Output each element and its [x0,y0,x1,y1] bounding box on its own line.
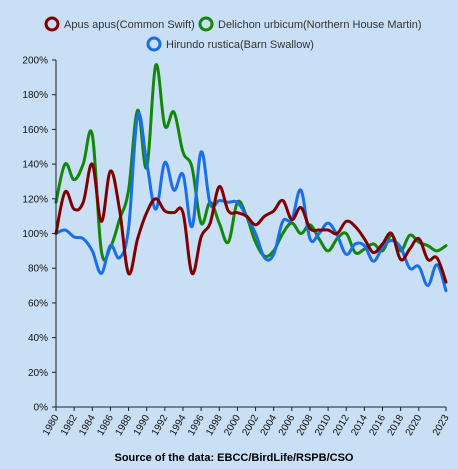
x-tick-label: 1982 [59,413,80,438]
legend-marker [198,16,214,32]
x-tick-label: 1992 [150,413,171,438]
source-note: Source of the data: EBCC/BirdLife/RSPB/C… [115,452,354,464]
x-tick-label: 1996 [186,413,207,438]
x-axis: 1980198219841986198819901992199419961998… [41,407,452,438]
legend-marker [146,36,162,52]
series-line-1 [54,63,448,262]
x-tick-label: 2018 [386,413,407,438]
legend-label: Hirundo rustica(Barn Swallow) [166,39,314,51]
legend: Apus apus(Common Swift) Delichon urbicum(… [44,16,422,52]
x-tick-label: 2014 [349,413,370,438]
y-tick-label: 60% [28,298,48,309]
x-tick-label: 2016 [367,413,388,438]
y-tick-label: 140% [22,160,48,171]
y-tick-label: 160% [22,125,48,136]
x-tick-label: 2010 [313,413,334,438]
x-tick-label: 2023 [431,413,452,438]
y-tick-label: 0% [34,403,49,414]
y-axis: 0% 20% 40% 60% 80% 100% 120% 140% 160% 180% 200% [22,56,56,414]
x-tick-label: 1984 [77,413,98,438]
y-tick-label: 100% [22,229,48,240]
legend-marker [44,16,60,32]
y-tick-label: 40% [28,333,48,344]
y-tick-label: 80% [28,264,48,275]
x-tick-label: 2002 [240,413,261,438]
x-tick-label: 1998 [204,413,225,438]
x-tick-label: 1994 [168,413,189,438]
x-tick-label: 1986 [95,413,116,438]
y-tick-label: 180% [22,90,48,101]
y-tick-label: 120% [22,194,48,205]
series-line-2 [54,111,448,293]
y-tick-label: 20% [28,368,48,379]
series-lines [54,63,448,293]
x-tick-label: 1990 [132,413,153,438]
x-tick-label: 2012 [331,413,352,438]
x-tick-label: 2004 [259,413,280,438]
x-tick-label: 1980 [41,413,62,438]
x-tick-label: 2000 [222,413,243,438]
series-line-0 [54,162,448,284]
x-tick-label: 2008 [295,413,316,438]
x-tick-label: 2020 [404,413,425,438]
legend-label: Apus apus(Common Swift) [64,19,195,31]
x-tick-label: 1988 [114,413,135,438]
legend-label: Delichon urbicum(Northern House Martin) [218,19,422,31]
y-tick-label: 200% [22,56,48,67]
x-tick-label: 2006 [277,413,298,438]
